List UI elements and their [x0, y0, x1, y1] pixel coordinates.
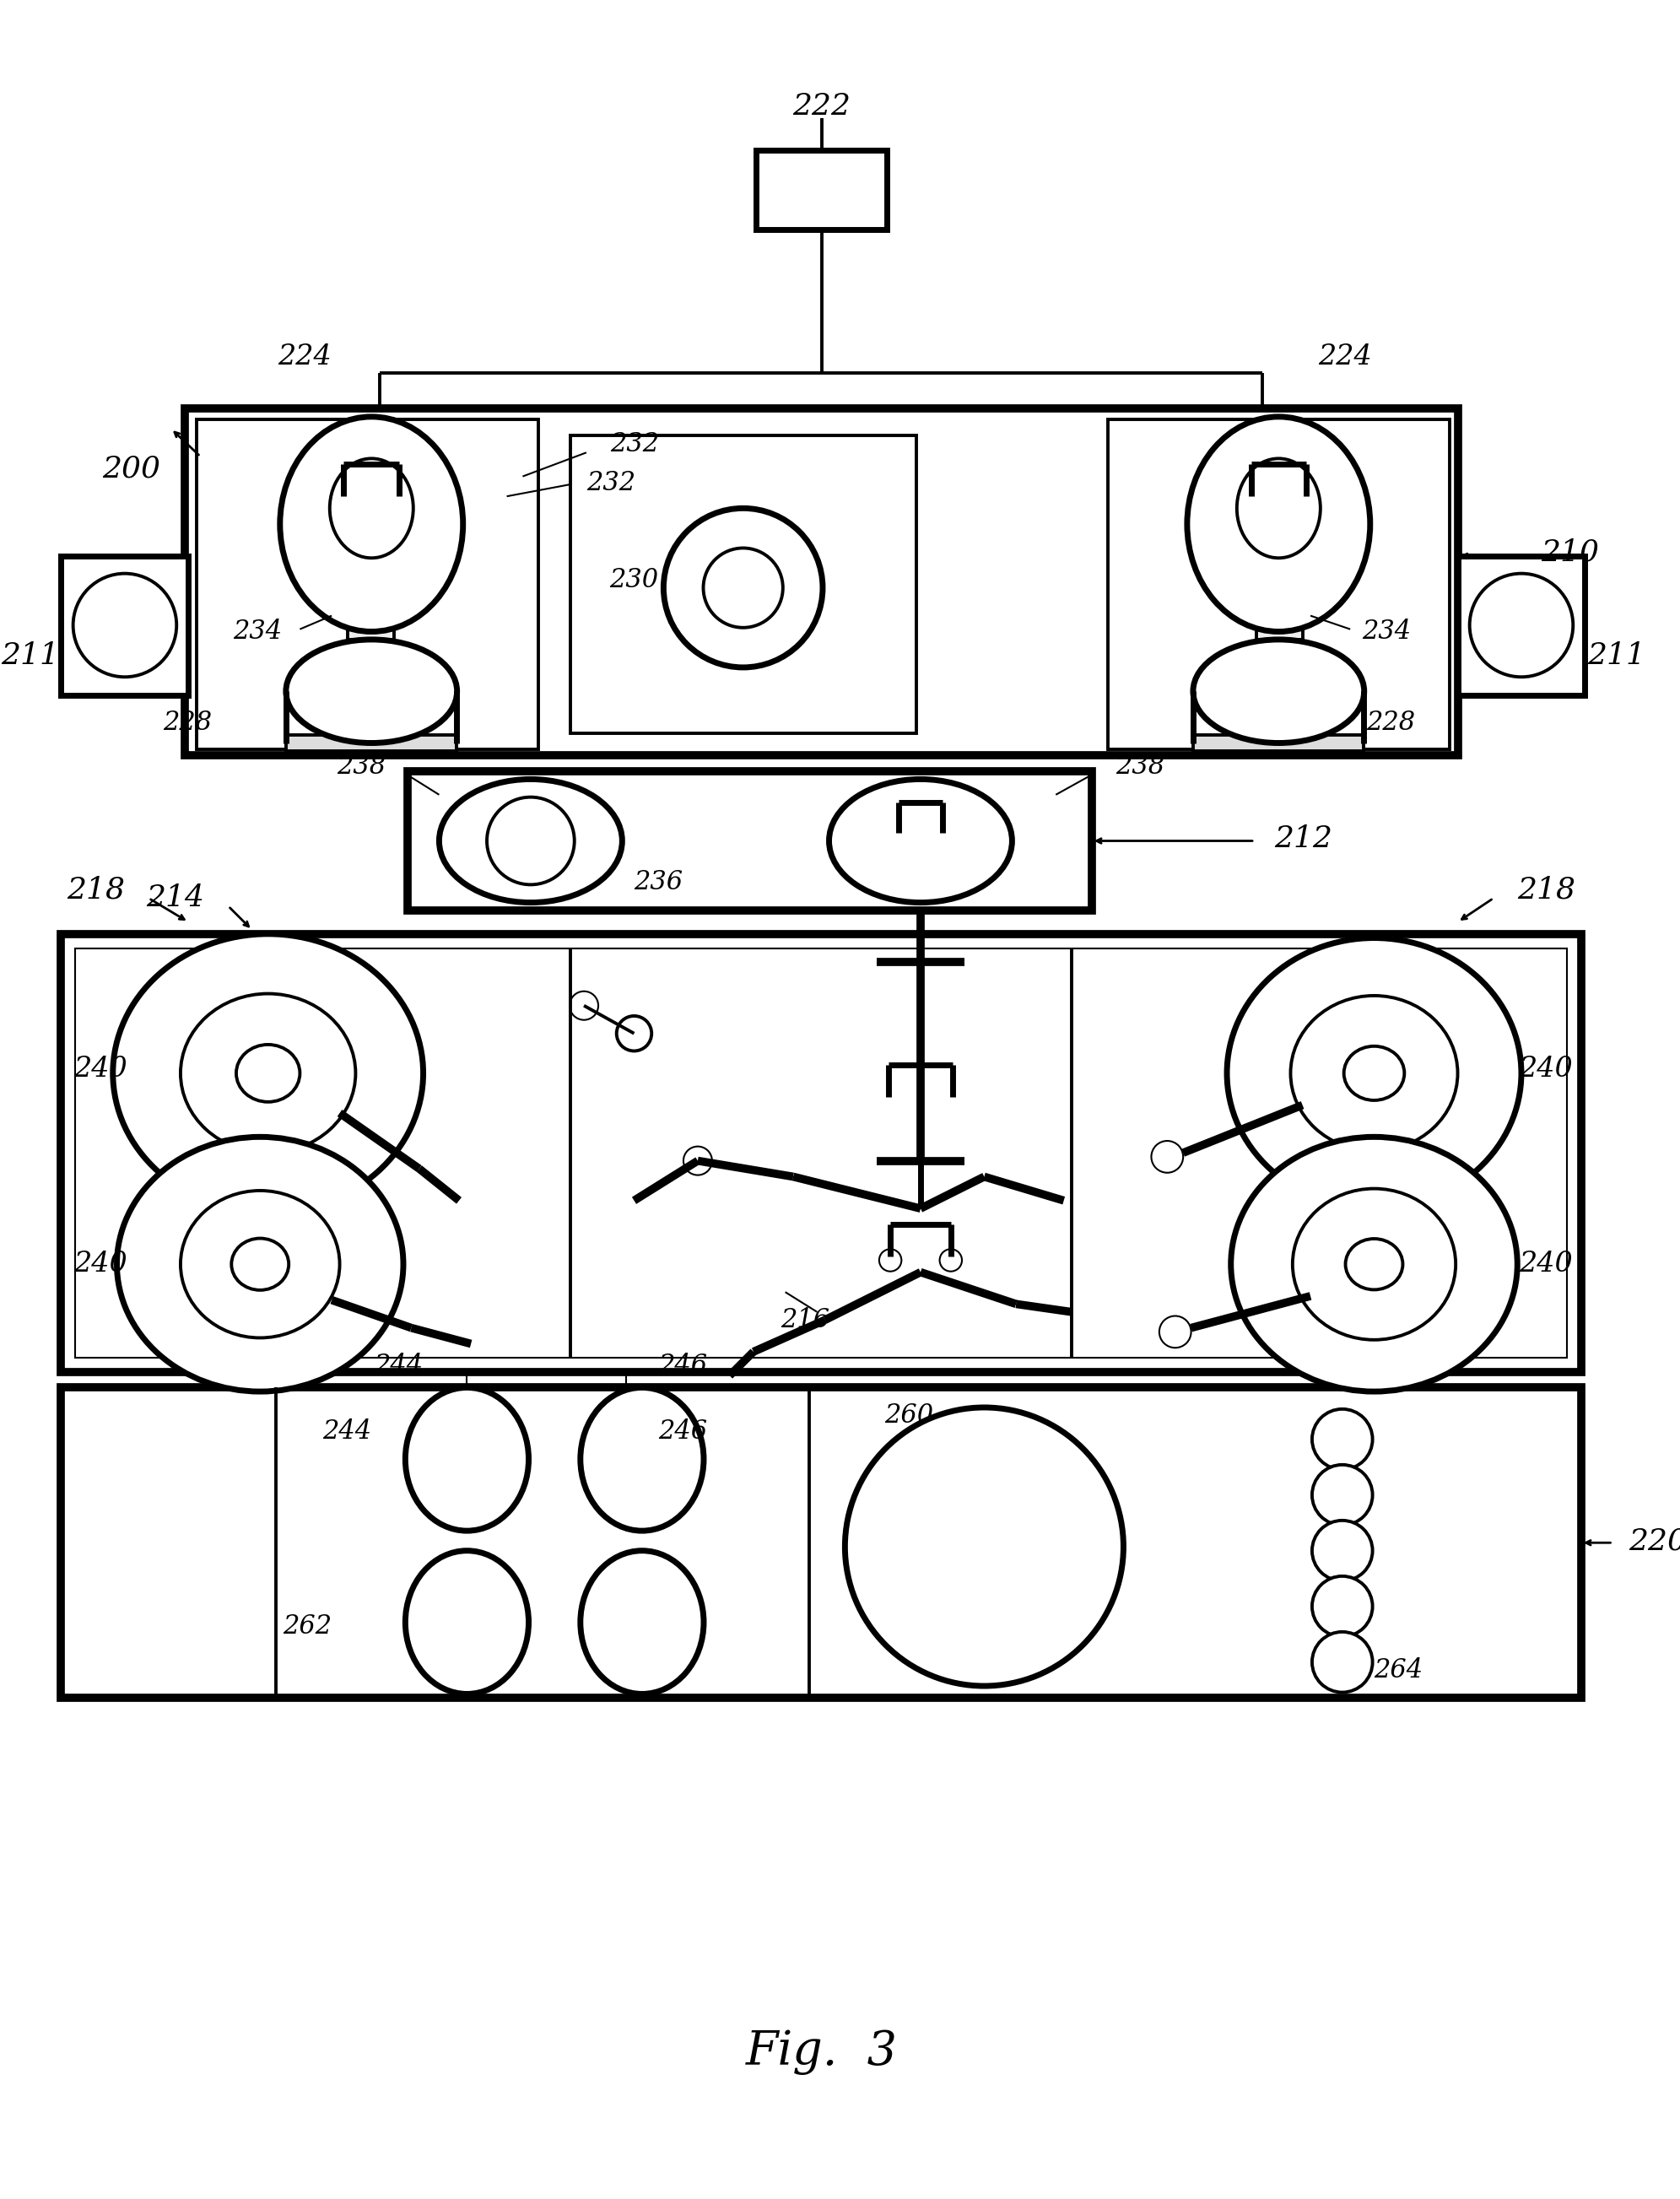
- Ellipse shape: [1290, 996, 1458, 1150]
- Bar: [60, 1388, 1581, 1698]
- Text: 246: 246: [659, 1418, 707, 1445]
- Text: 238: 238: [336, 754, 386, 781]
- Ellipse shape: [1193, 640, 1364, 743]
- Ellipse shape: [118, 1137, 403, 1392]
- Bar: [407, 772, 1092, 910]
- Ellipse shape: [1226, 939, 1522, 1209]
- Ellipse shape: [113, 935, 423, 1212]
- Circle shape: [74, 574, 176, 677]
- Text: 262: 262: [282, 1614, 331, 1640]
- Bar: [571, 435, 917, 734]
- Text: Fig.  3: Fig. 3: [746, 2030, 897, 2076]
- Text: 246: 246: [659, 1352, 707, 1379]
- Ellipse shape: [1346, 1238, 1403, 1289]
- Text: 244: 244: [323, 1418, 371, 1445]
- Text: 240: 240: [1519, 1251, 1572, 1278]
- Ellipse shape: [1188, 418, 1371, 631]
- Text: 232: 232: [586, 471, 635, 495]
- Text: 234: 234: [234, 618, 282, 644]
- Text: 210: 210: [1541, 539, 1599, 567]
- Ellipse shape: [580, 1550, 704, 1693]
- Text: 234: 234: [1362, 618, 1411, 644]
- Text: 240: 240: [74, 1251, 128, 1278]
- Bar: [1263, 640, 1295, 660]
- Text: 211: 211: [1588, 642, 1646, 671]
- Bar: [197, 420, 539, 750]
- Text: 260: 260: [885, 1403, 934, 1429]
- Bar: [1257, 585, 1302, 640]
- Bar: [356, 640, 388, 660]
- Circle shape: [487, 796, 575, 884]
- Ellipse shape: [1292, 1190, 1455, 1339]
- Text: 228: 228: [163, 710, 212, 737]
- Text: 230: 230: [608, 567, 659, 594]
- Circle shape: [570, 992, 598, 1020]
- Ellipse shape: [281, 418, 464, 631]
- Bar: [1458, 556, 1584, 695]
- Ellipse shape: [286, 640, 457, 743]
- Ellipse shape: [405, 1550, 529, 1693]
- Bar: [286, 734, 457, 752]
- Ellipse shape: [232, 1238, 289, 1291]
- Circle shape: [1159, 1315, 1191, 1348]
- Text: 218: 218: [1517, 875, 1576, 904]
- Circle shape: [1312, 1410, 1373, 1469]
- Ellipse shape: [1344, 1047, 1404, 1100]
- Bar: [60, 556, 188, 695]
- Circle shape: [664, 508, 823, 668]
- Ellipse shape: [180, 1190, 339, 1337]
- Circle shape: [704, 548, 783, 627]
- Text: 244: 244: [375, 1352, 423, 1379]
- Text: 232: 232: [610, 431, 659, 457]
- Text: 212: 212: [1275, 825, 1332, 853]
- Circle shape: [1151, 1141, 1183, 1172]
- Bar: [60, 935, 1581, 1372]
- Text: 236: 236: [633, 869, 684, 895]
- Text: 240: 240: [1519, 1056, 1572, 1082]
- Circle shape: [1312, 1465, 1373, 1526]
- Circle shape: [617, 1016, 652, 1051]
- Bar: [756, 150, 887, 229]
- Text: 214: 214: [146, 884, 205, 913]
- Bar: [1193, 734, 1364, 752]
- Circle shape: [1312, 1520, 1373, 1581]
- Text: 218: 218: [67, 875, 124, 904]
- Ellipse shape: [180, 994, 356, 1152]
- Ellipse shape: [438, 778, 622, 902]
- Bar: [348, 585, 393, 640]
- Text: 224: 224: [277, 343, 331, 372]
- Text: 224: 224: [1319, 343, 1373, 372]
- Ellipse shape: [329, 460, 413, 559]
- Circle shape: [684, 1146, 712, 1174]
- Circle shape: [1312, 1577, 1373, 1636]
- Text: 222: 222: [793, 92, 850, 121]
- Ellipse shape: [1236, 460, 1320, 559]
- Bar: [1107, 420, 1450, 750]
- Text: 211: 211: [2, 642, 59, 671]
- Circle shape: [845, 1407, 1124, 1687]
- Ellipse shape: [580, 1388, 704, 1531]
- Circle shape: [879, 1249, 902, 1271]
- Ellipse shape: [828, 778, 1011, 902]
- Text: 216: 216: [781, 1306, 830, 1333]
- Circle shape: [1470, 574, 1572, 677]
- Ellipse shape: [1231, 1137, 1517, 1392]
- Circle shape: [939, 1249, 963, 1271]
- Bar: [185, 409, 1458, 754]
- Text: 228: 228: [1366, 710, 1415, 737]
- Text: 240: 240: [74, 1056, 128, 1082]
- Text: 264: 264: [1374, 1658, 1423, 1682]
- Circle shape: [1312, 1632, 1373, 1693]
- Ellipse shape: [405, 1388, 529, 1531]
- Text: 200: 200: [102, 455, 161, 484]
- Text: 220: 220: [1628, 1526, 1680, 1555]
- Ellipse shape: [237, 1045, 301, 1102]
- Bar: [76, 948, 1567, 1357]
- Text: 238: 238: [1116, 754, 1164, 781]
